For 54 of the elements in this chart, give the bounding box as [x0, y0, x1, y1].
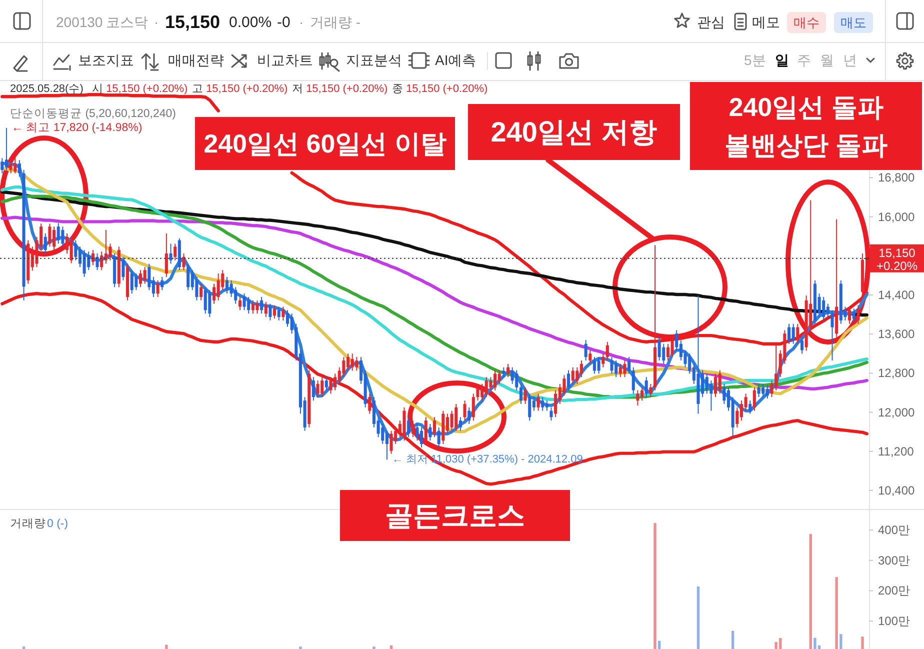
y-tick-label: 100만: [878, 614, 910, 628]
annotation: 0 (-): [47, 518, 68, 530]
text: ·: [299, 14, 304, 30]
price-tag: 15,150 +0.20%: [870, 244, 924, 273]
y-tick-label: 13,600: [878, 327, 916, 342]
annotation: 240일선 돌파 볼밴상단 돌파: [724, 92, 888, 160]
annotation: 단순이동평균 (5,20,60,120,240): [10, 108, 176, 120]
text: 거래량: [10, 518, 46, 530]
text: 200130: [56, 14, 103, 30]
text: 주: [797, 52, 811, 68]
text: 5분: [744, 52, 766, 68]
y-tick-label: 11,200: [878, 444, 914, 458]
text: ·: [154, 14, 159, 30]
y-tick-label: 12,000: [878, 405, 916, 420]
text: 일: [775, 52, 789, 68]
callout: 골든크로스: [340, 490, 570, 541]
text: 비교차트: [257, 52, 313, 68]
y-tick-label: 12,800: [878, 366, 916, 380]
y-tick-label: 16,000: [878, 210, 916, 224]
y-tick-label: 200만: [878, 584, 910, 598]
text: 보조지표: [78, 52, 134, 68]
ref-line-label: 15,150 +0.20%: [876, 246, 918, 273]
y-tick-label: 16,800: [878, 170, 916, 185]
annotation: 240일선 60일선 이탈: [204, 128, 446, 158]
y-tick-label: 10,400: [878, 483, 916, 498]
text: 거래량 -: [310, 14, 361, 30]
y-tick-label: 300만: [878, 553, 910, 568]
text: 매도: [840, 15, 866, 30]
text: 년: [843, 52, 857, 68]
line-series: [0, 291, 868, 486]
text: 지표분석: [346, 52, 402, 68]
callout: 240일선 60일선 이탈: [195, 117, 455, 170]
text: 월: [820, 52, 834, 68]
annotation: ← 최고 17,820 (-14.98%): [11, 122, 142, 134]
text: AI예측: [435, 52, 476, 68]
text: 15,150: [165, 12, 220, 32]
text: 코스닥: [106, 14, 148, 30]
annotation: 골든크로스: [385, 500, 525, 531]
y-tick-label: 400만: [878, 523, 910, 538]
callout: 240일선 돌파 볼밴상단 돌파: [690, 82, 922, 170]
text: 0.00%: [229, 14, 272, 31]
text: 메모: [752, 14, 780, 30]
annotation: 고 15,150 (+0.20%): [192, 83, 288, 95]
annotation: 종 15,150 (+0.20%): [392, 83, 488, 95]
text: 관심: [697, 14, 725, 30]
annotation: 2025.05.28(수): [10, 83, 84, 95]
y-tick-label: 14,400: [878, 288, 916, 302]
text: -0: [277, 14, 290, 31]
annotation: 저 15,150 (+0.20%): [292, 83, 388, 95]
callout: 240일선 저항: [468, 104, 680, 160]
annotation: 시 15,150 (+0.20%): [92, 83, 188, 95]
text: 매수: [794, 15, 820, 30]
text: 매매전략: [168, 52, 224, 68]
annotation: 240일선 저항: [490, 116, 658, 148]
